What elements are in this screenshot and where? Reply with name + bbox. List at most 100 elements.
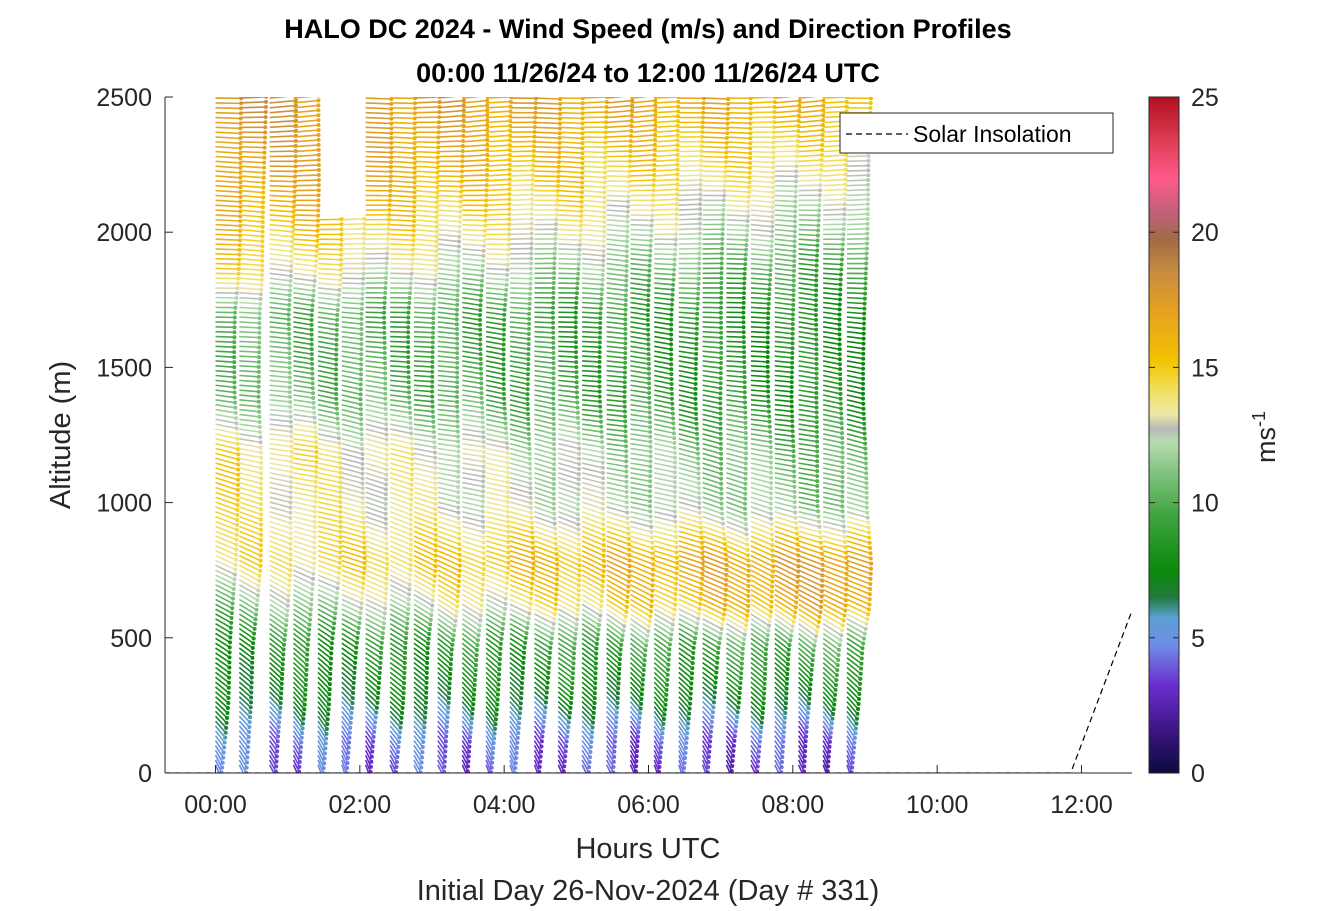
wind-barb-head — [653, 103, 658, 108]
wind-barb — [341, 491, 364, 499]
wind-barb-head — [562, 759, 567, 764]
wind-barb-head — [289, 459, 294, 464]
wind-barb — [581, 642, 597, 655]
wind-barb — [534, 145, 560, 149]
wind-barb — [558, 228, 581, 232]
wind-barb — [293, 306, 313, 312]
wind-barb — [534, 126, 560, 130]
wind-barb-head — [402, 655, 407, 660]
wind-barb — [238, 584, 259, 597]
wind-barb — [293, 291, 314, 297]
wind-barb — [606, 194, 629, 198]
wind-barb-head — [527, 446, 532, 451]
wind-barb — [389, 686, 404, 699]
wind-barb-head — [329, 656, 334, 661]
wind-barb — [269, 472, 292, 478]
wind-barb-head — [551, 626, 556, 631]
wind-barb-head — [314, 254, 319, 259]
wind-barb-head — [298, 755, 303, 760]
wind-barb-head — [313, 435, 318, 440]
wind-barb — [238, 681, 252, 694]
wind-barb — [581, 632, 598, 645]
wind-barb-head — [554, 222, 559, 227]
wind-barb-head — [600, 579, 605, 584]
wind-barb-head — [491, 745, 496, 750]
wind-barb-head — [425, 646, 430, 651]
wind-barb-head — [228, 625, 233, 630]
wind-barb — [269, 129, 297, 133]
wind-barb-head — [384, 452, 389, 457]
wind-barb-head — [603, 135, 608, 140]
wind-barb-head — [334, 352, 339, 357]
wind-barb-head — [553, 236, 558, 241]
wind-barb-head — [300, 731, 305, 736]
wind-barb — [461, 710, 473, 724]
wind-barb — [509, 150, 534, 153]
wind-barb-head — [234, 532, 239, 537]
wind-barb-head — [477, 317, 482, 322]
wind-barb — [437, 223, 460, 228]
wind-barb — [606, 408, 625, 413]
wind-barb — [413, 155, 438, 159]
wind-barb-head — [600, 455, 605, 460]
wind-barb — [413, 238, 437, 243]
wind-barb-head — [506, 524, 511, 529]
wind-barb — [462, 139, 488, 143]
wind-barb — [581, 584, 603, 597]
wind-barb — [390, 189, 415, 193]
wind-barb — [238, 623, 255, 635]
wind-barb-head — [360, 286, 365, 291]
wind-barb-head — [456, 259, 461, 264]
wind-barb — [365, 360, 386, 365]
wind-barb-head — [545, 680, 550, 685]
wind-barb-head — [468, 730, 473, 735]
wind-barb — [437, 277, 459, 282]
wind-barb — [269, 701, 281, 714]
wind-barb-head — [598, 404, 603, 409]
wind-barb-head — [530, 177, 535, 182]
wind-barb — [268, 754, 277, 767]
wind-barb — [437, 140, 464, 143]
wind-barb-head — [661, 721, 666, 726]
wind-barb — [239, 369, 259, 373]
wind-barb-head — [480, 593, 485, 598]
wind-barb-head — [433, 471, 438, 476]
wind-barb-head — [561, 774, 565, 778]
wind-barb — [558, 491, 579, 500]
wind-barb — [364, 725, 375, 738]
wind-barb — [606, 423, 626, 428]
wind-barb — [215, 647, 230, 659]
wind-barb — [558, 379, 577, 384]
wind-barb-head — [308, 607, 313, 612]
wind-barb — [239, 316, 260, 320]
wind-barb — [389, 657, 406, 669]
wind-barb-head — [481, 248, 486, 253]
wind-barb — [581, 730, 592, 743]
wind-barb — [214, 715, 227, 729]
wind-barb — [509, 686, 522, 699]
wind-barb — [630, 129, 656, 133]
wind-barb — [317, 253, 342, 256]
wind-barb-head — [274, 764, 279, 769]
wind-barb — [654, 486, 676, 493]
wind-barb — [341, 418, 362, 426]
wind-barb — [437, 613, 456, 627]
wind-barb-head — [574, 305, 579, 310]
wind-barb — [437, 705, 449, 718]
wind-barb — [292, 705, 305, 720]
wind-barb — [582, 394, 600, 398]
wind-barb-head — [309, 342, 314, 347]
wind-barb-head — [528, 466, 533, 471]
wind-barb-head — [327, 682, 332, 687]
wind-barb — [341, 657, 356, 669]
wind-barb — [582, 272, 603, 276]
wind-barb-head — [429, 613, 434, 618]
wind-barb — [437, 238, 460, 243]
wind-barb — [653, 637, 670, 651]
wind-barb — [317, 277, 341, 281]
wind-barb-head — [384, 477, 389, 482]
wind-barb — [269, 637, 285, 651]
wind-barb-head — [316, 203, 321, 208]
wind-barb — [413, 652, 428, 664]
wind-barb-head — [260, 239, 265, 244]
